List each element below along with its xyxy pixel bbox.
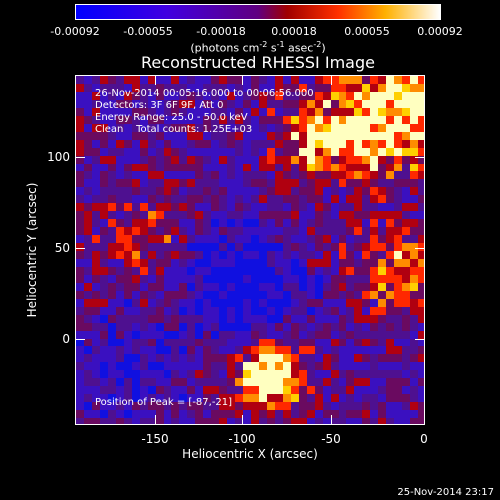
annotation-total-counts: Clean Total counts: 1.25E+03 xyxy=(95,124,253,135)
colorbar-tick-label: 0.00018 xyxy=(271,25,317,38)
y-tick-mark xyxy=(415,157,425,158)
colorbar-tick-label: 0.00092 xyxy=(417,25,463,38)
image-pixel-grid xyxy=(76,76,424,424)
annotation-peak-position: Position of Peak = [-87,-21] xyxy=(95,397,233,408)
x-tick-label: -50 xyxy=(321,432,341,446)
x-tick-mark xyxy=(155,75,156,85)
annotation-time-range: 26-Nov-2014 00:05:16.000 to 00:06:56.000 xyxy=(95,88,314,99)
colorbar-tick-label: -0.00018 xyxy=(196,25,246,38)
x-tick-mark xyxy=(331,415,332,425)
y-tick-mark xyxy=(415,339,425,340)
colorbar xyxy=(75,4,441,20)
colorbar-tick-label: 0.00055 xyxy=(344,25,390,38)
y-tick-mark xyxy=(75,339,85,340)
plot-title: Reconstructed RHESSI Image xyxy=(141,53,375,72)
x-tick-mark xyxy=(155,415,156,425)
x-tick-label: 0 xyxy=(420,432,428,446)
y-tick-mark xyxy=(75,157,85,158)
plot-timestamp: 25-Nov-2014 23:17 xyxy=(397,487,494,498)
annotation-detectors: Detectors: 3F 6F 9F, Att 0 xyxy=(95,100,224,111)
colorbar-unit-label: (photons cm-2 s-1 asec-2) xyxy=(190,40,326,55)
x-tick-label: -150 xyxy=(141,432,169,446)
y-tick-label: 100 xyxy=(47,150,70,164)
y-axis-label: Heliocentric Y (arcsec) xyxy=(25,182,39,318)
y-tick-mark xyxy=(415,248,425,249)
annotation-energy-range: Energy Range: 25.0 - 50.0 keV xyxy=(95,112,248,123)
colorbar-tick-label: -0.00092 xyxy=(50,25,100,38)
x-tick-label: -100 xyxy=(228,432,256,446)
x-tick-mark xyxy=(242,75,243,85)
colorbar-tick-label: -0.00055 xyxy=(123,25,173,38)
y-tick-label: 0 xyxy=(62,332,70,346)
rhessi-image-plot xyxy=(75,75,425,425)
y-tick-mark xyxy=(75,248,85,249)
x-axis-label: Heliocentric X (arcsec) xyxy=(182,447,318,461)
x-tick-mark xyxy=(331,75,332,85)
x-tick-mark xyxy=(242,415,243,425)
y-tick-label: 50 xyxy=(54,241,70,255)
